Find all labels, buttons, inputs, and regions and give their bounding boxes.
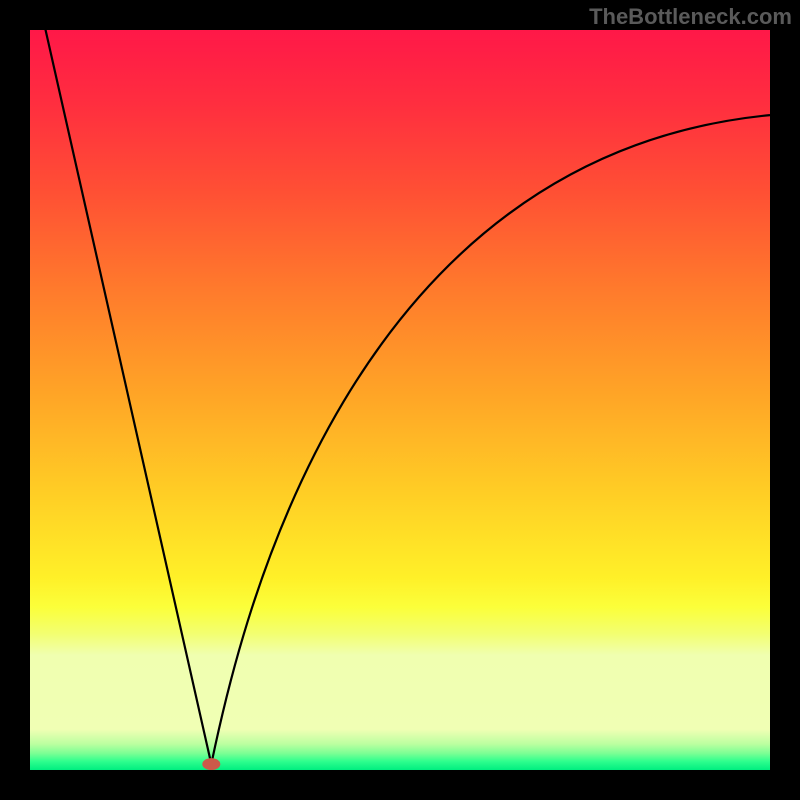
chart-container: TheBottleneck.com (0, 0, 800, 800)
bottleneck-chart (0, 0, 800, 800)
optimum-marker (202, 758, 220, 770)
plot-background (30, 30, 770, 770)
watermark-text: TheBottleneck.com (589, 4, 792, 30)
